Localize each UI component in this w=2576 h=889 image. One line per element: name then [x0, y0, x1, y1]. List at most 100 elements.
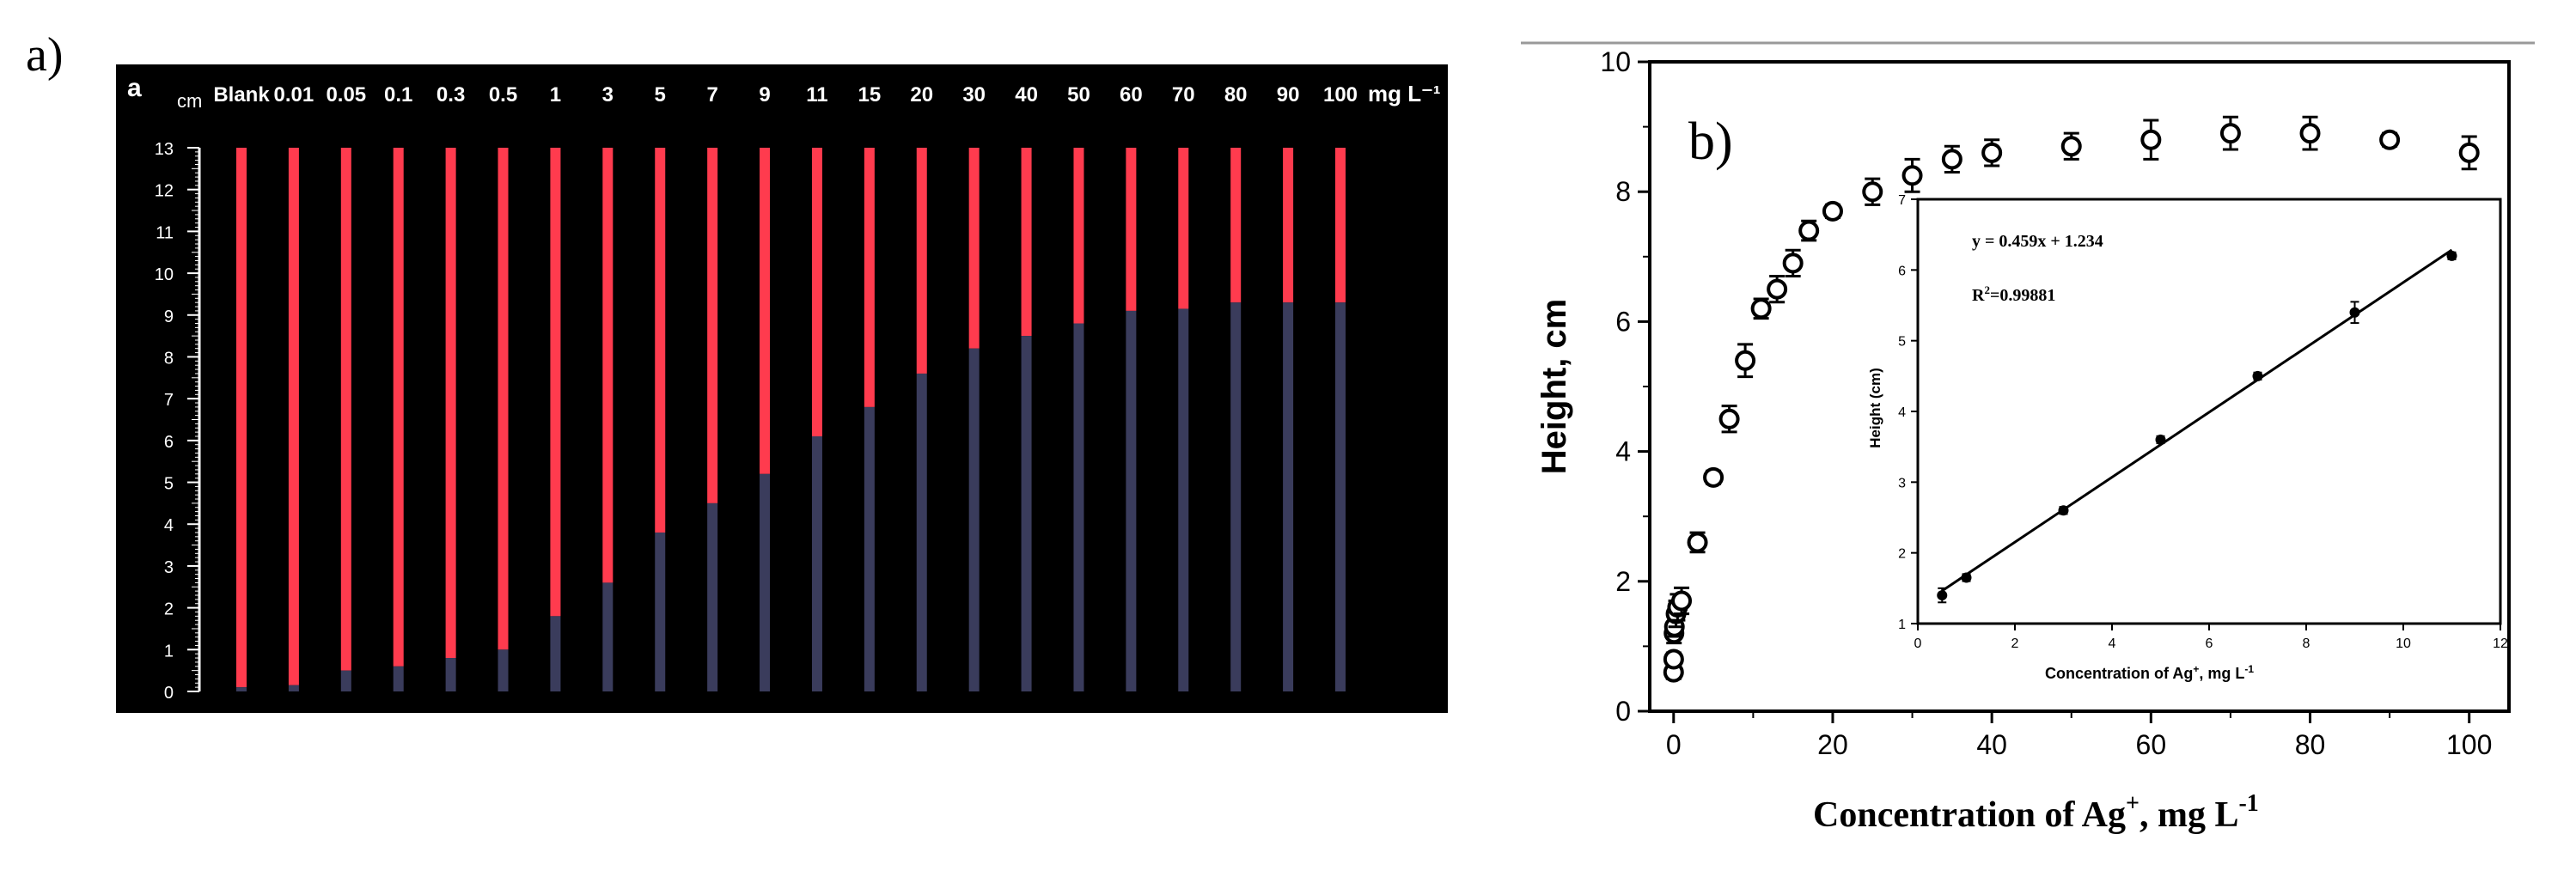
column-dark-band	[236, 687, 247, 691]
column-dark-band	[1073, 323, 1084, 691]
inset-x-tick-label: 4	[2109, 636, 2116, 651]
column-red-band	[864, 148, 875, 407]
ruler-tick-label: 2	[164, 600, 174, 619]
column-label: 0.3	[436, 83, 465, 107]
main-data-point	[1671, 590, 1693, 612]
x-tick-label: 80	[2295, 729, 2326, 760]
column-red-band	[1126, 148, 1137, 311]
column-red-band	[707, 148, 718, 503]
ruler-tick-label: 8	[164, 349, 174, 368]
panel-a-inner-label: a	[127, 74, 142, 102]
column-dark-band	[1021, 336, 1032, 691]
column-dark-band	[1178, 308, 1189, 691]
column-red-band	[1178, 148, 1189, 309]
column-dark-band	[288, 685, 299, 691]
column-dark-band	[550, 616, 561, 691]
main-data-point	[2140, 129, 2162, 150]
main-data-point	[1735, 350, 1756, 371]
ruler-tick-label: 13	[155, 140, 174, 159]
column-dark-band	[445, 658, 456, 691]
ruler-tick-label: 3	[164, 558, 174, 577]
inset-x-tick-label: 0	[1914, 636, 1922, 651]
column-red-band	[1073, 148, 1084, 324]
ruler-tick-label: 9	[164, 307, 174, 326]
y-tick-label: 4	[1615, 436, 1631, 467]
column-label: 9	[759, 83, 770, 107]
y-tick-label: 0	[1615, 696, 1631, 727]
column-label: 11	[806, 83, 827, 107]
ruler-tick-label: 1	[164, 642, 174, 661]
ruler-tick-label: 10	[155, 265, 174, 284]
column-label: 50	[1067, 83, 1090, 107]
inset-y-tick-label: 7	[1898, 193, 1906, 208]
column-label: 90	[1277, 83, 1300, 107]
main-data-point	[1750, 298, 1772, 320]
column-label: 0.01	[274, 83, 314, 107]
ruler-tick-label: 5	[164, 475, 174, 494]
x-tick-label: 60	[2136, 729, 2167, 760]
column-dark-band	[340, 670, 351, 691]
inset-y-tick-label: 2	[1898, 547, 1906, 562]
main-data-point	[1862, 181, 1883, 203]
column-red-band	[1335, 148, 1346, 303]
y-tick-label: 8	[1615, 176, 1631, 207]
column-red-band	[760, 148, 771, 474]
inset-x-tick-label: 6	[2206, 636, 2213, 651]
inset-r-sup: 2	[1984, 283, 1990, 296]
inset-data-point	[1937, 590, 1948, 601]
column-dark-band	[1126, 310, 1137, 691]
inset-data-point	[2349, 307, 2360, 318]
panel-a-column-labels: Blank 0.01 0.05 0.1 0.3 0.5 1 3 5 7 9 11 15 20 30 40 50 6…	[213, 83, 1358, 107]
column-label: 80	[1224, 83, 1248, 107]
panel-b-outer-label: b)	[1688, 113, 1733, 171]
column-label: 20	[910, 83, 933, 107]
ruler-tick-label: 6	[164, 433, 174, 452]
inset-fit-line-group	[1941, 248, 2453, 593]
column-dark-band	[707, 502, 718, 691]
column-red-band	[1283, 148, 1294, 303]
column-red-band	[393, 148, 404, 667]
main-data-point	[1901, 165, 1923, 186]
x-axis-title-sup: +	[2126, 790, 2140, 817]
x-axis-title-unit: , mg L	[2140, 795, 2239, 835]
y-tick-label: 6	[1615, 306, 1631, 337]
column-label: 60	[1120, 83, 1143, 107]
main-data-point	[1798, 220, 1820, 241]
column-label: 0.05	[326, 83, 366, 107]
panel-a-background	[116, 64, 1448, 713]
inset-y-tick-label: 3	[1898, 476, 1906, 490]
main-data-point	[2060, 136, 2082, 157]
column-red-band	[916, 148, 927, 374]
main-data-point	[1782, 253, 1804, 274]
x-axis-title: Concentration of Ag+, mg L-1	[1813, 790, 2259, 835]
column-dark-band	[602, 582, 613, 691]
inset-y-axis-title: Height (cm)	[1867, 368, 1883, 448]
column-red-band	[497, 148, 509, 650]
main-data-point	[1718, 408, 1740, 429]
column-label: 30	[962, 83, 986, 107]
column-dark-band	[864, 406, 875, 691]
column-red-band	[655, 148, 666, 533]
inset-data-points	[1937, 250, 2457, 604]
column-red-band	[288, 148, 299, 685]
inset-x-axis-title: Concentration of Ag+, mg L-1	[2045, 663, 2254, 682]
panel-a-scale-unit: cm	[177, 90, 202, 112]
panel-a-concentration-unit: mg L⁻¹	[1368, 81, 1441, 107]
main-data-point	[1687, 532, 1708, 553]
x-axis-title-main: Concentration of Ag	[1813, 795, 2126, 835]
inset-fit-line	[1941, 248, 2453, 593]
inset-data-point	[2446, 250, 2457, 261]
column-red-band	[340, 148, 351, 671]
main-data-point	[2219, 123, 2241, 144]
inset-y-tick-label: 5	[1898, 335, 1906, 350]
column-red-band	[968, 148, 980, 349]
panel-a-columns	[236, 148, 1346, 691]
inset-data-point	[1961, 572, 1972, 583]
column-red-band	[445, 148, 456, 659]
column-label: 3	[602, 83, 613, 107]
inset-data-point	[2058, 505, 2069, 516]
inset-x-tick-label: 10	[2396, 636, 2411, 651]
